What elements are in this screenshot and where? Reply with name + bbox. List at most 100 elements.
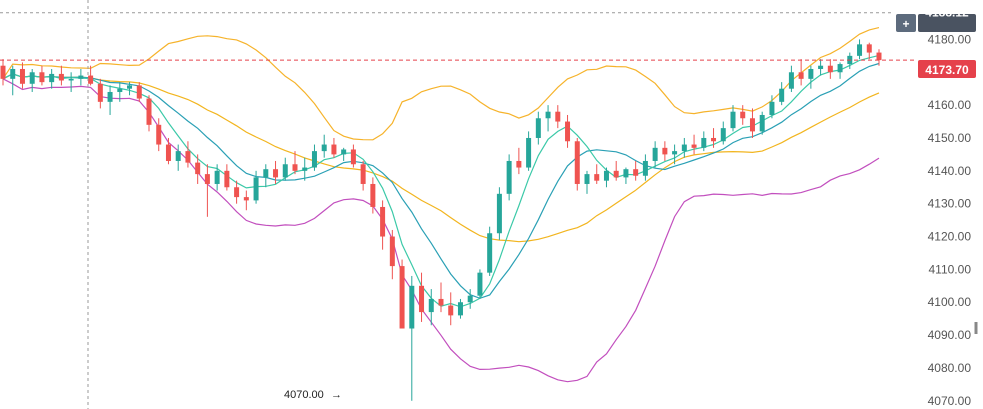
- candle-body[interactable]: [263, 169, 269, 178]
- candle-body[interactable]: [798, 72, 804, 79]
- candle-body[interactable]: [39, 72, 45, 83]
- candle-body[interactable]: [389, 236, 395, 267]
- candle-body[interactable]: [282, 164, 288, 178]
- candle-body[interactable]: [399, 266, 405, 329]
- candle-body[interactable]: [642, 160, 648, 176]
- candle-body[interactable]: [594, 174, 600, 181]
- candle-body[interactable]: [662, 147, 668, 155]
- candle-body[interactable]: [117, 88, 123, 92]
- candle-body[interactable]: [457, 302, 463, 316]
- current-price-text: 4173.70: [925, 63, 969, 77]
- candle-body[interactable]: [214, 170, 220, 184]
- candle-body[interactable]: [857, 44, 863, 56]
- candle-body[interactable]: [827, 65, 833, 73]
- candle-body[interactable]: [574, 141, 580, 184]
- candle-body[interactable]: [311, 151, 317, 168]
- candle-body[interactable]: [88, 75, 94, 84]
- candle-body[interactable]: [419, 285, 425, 313]
- candle-body[interactable]: [808, 68, 814, 79]
- candle-body[interactable]: [672, 151, 678, 155]
- min-price-label: 4070.00: [284, 389, 324, 401]
- candle-body[interactable]: [749, 118, 755, 132]
- candle-body[interactable]: [613, 170, 619, 178]
- candle-body[interactable]: [321, 144, 327, 152]
- candle-body[interactable]: [0, 65, 6, 79]
- candle-body[interactable]: [10, 68, 16, 79]
- candle-body[interactable]: [224, 170, 230, 188]
- candle-body[interactable]: [204, 174, 210, 184]
- candle-body[interactable]: [156, 124, 162, 145]
- candle-body[interactable]: [759, 114, 765, 132]
- candle-body[interactable]: [68, 78, 74, 81]
- candle-body[interactable]: [438, 298, 444, 306]
- candle-body[interactable]: [292, 164, 298, 171]
- candle-body[interactable]: [477, 272, 483, 296]
- candle-body[interactable]: [195, 162, 201, 175]
- plus-icon-glyph: +: [902, 17, 909, 31]
- candle-body[interactable]: [837, 64, 843, 73]
- candle-body[interactable]: [788, 72, 794, 89]
- candle-body[interactable]: [234, 187, 240, 198]
- candle-body[interactable]: [331, 144, 337, 155]
- candle-body[interactable]: [584, 174, 590, 184]
- min-arrow-icon: →: [331, 389, 342, 401]
- candle-body[interactable]: [467, 295, 473, 303]
- candle-body[interactable]: [769, 101, 775, 115]
- candle-body[interactable]: [652, 147, 658, 161]
- candle-body[interactable]: [555, 111, 561, 122]
- candle-body[interactable]: [146, 98, 152, 125]
- candle-body[interactable]: [506, 160, 512, 194]
- candle-body[interactable]: [273, 169, 279, 178]
- candle-body[interactable]: [49, 73, 55, 83]
- candle-body[interactable]: [876, 52, 882, 61]
- candle-body[interactable]: [711, 137, 717, 142]
- candle-body[interactable]: [127, 85, 133, 89]
- candle-body[interactable]: [107, 91, 113, 102]
- candle-body[interactable]: [720, 128, 726, 142]
- candle-body[interactable]: [691, 144, 697, 148]
- candle-body[interactable]: [496, 193, 502, 234]
- candle-body[interactable]: [448, 305, 454, 316]
- y-tick-label: 4150.00: [928, 131, 972, 145]
- candle-body[interactable]: [681, 144, 687, 152]
- candle-body[interactable]: [516, 160, 522, 168]
- candle-body[interactable]: [58, 73, 64, 81]
- candle-body[interactable]: [243, 197, 249, 201]
- candle-body[interactable]: [78, 75, 84, 79]
- candle-body[interactable]: [526, 137, 532, 168]
- candle-body[interactable]: [29, 72, 35, 84]
- candle-body[interactable]: [350, 149, 356, 165]
- candle-body[interactable]: [866, 44, 872, 53]
- y-tick-label: 4180.00: [928, 32, 972, 46]
- candle-body[interactable]: [380, 206, 386, 237]
- candle-body[interactable]: [175, 151, 181, 161]
- candle-body[interactable]: [360, 164, 366, 184]
- candle-body[interactable]: [302, 167, 308, 171]
- candle-body[interactable]: [818, 65, 824, 69]
- candle-body[interactable]: [740, 111, 746, 119]
- candle-body[interactable]: [341, 149, 347, 155]
- candle-body[interactable]: [633, 169, 639, 176]
- candle-body[interactable]: [730, 111, 736, 129]
- candle-body[interactable]: [97, 83, 103, 102]
- candle-body[interactable]: [19, 68, 25, 84]
- candle-body[interactable]: [185, 151, 191, 163]
- candle-body[interactable]: [603, 170, 609, 181]
- candle-body[interactable]: [253, 177, 259, 201]
- candle-body[interactable]: [623, 169, 629, 178]
- candlesticks[interactable]: [0, 39, 882, 401]
- candle-body[interactable]: [136, 85, 142, 99]
- candle-body[interactable]: [565, 121, 571, 142]
- candle-body[interactable]: [701, 137, 707, 148]
- candle-body[interactable]: [545, 111, 551, 119]
- candle-body[interactable]: [487, 233, 493, 273]
- candle-body[interactable]: [370, 183, 376, 207]
- candle-body[interactable]: [428, 298, 434, 313]
- candle-body[interactable]: [779, 88, 785, 102]
- candle-body[interactable]: [535, 118, 541, 138]
- crosshair-label[interactable]: + 4188.12: [896, 6, 976, 32]
- candle-body[interactable]: [409, 285, 415, 329]
- candle-body[interactable]: [165, 144, 171, 161]
- plus-icon[interactable]: [896, 14, 916, 32]
